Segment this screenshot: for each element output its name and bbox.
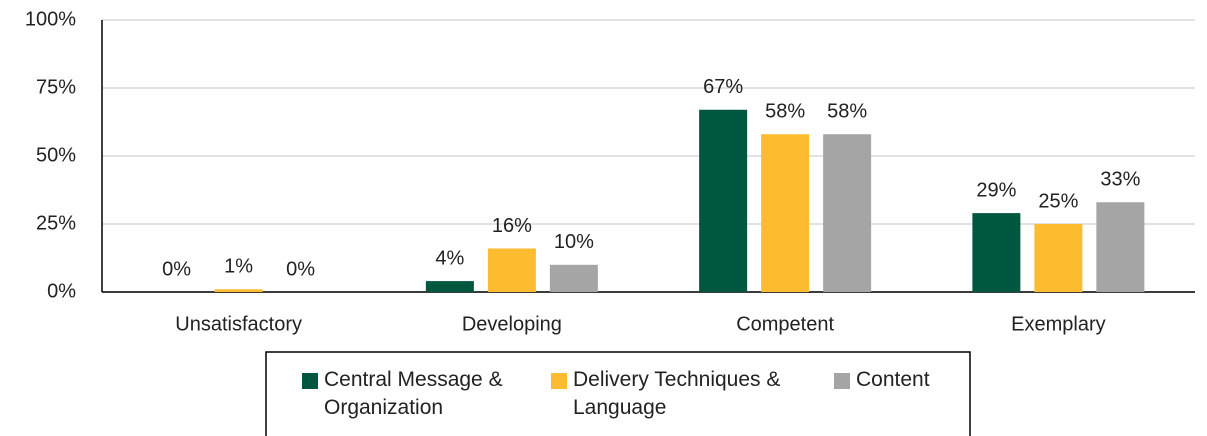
- bar: [1034, 224, 1083, 292]
- y-tick-label: 25%: [36, 212, 76, 234]
- legend-box: [265, 351, 971, 436]
- data-label: 0%: [286, 258, 315, 280]
- data-label: 16%: [492, 215, 532, 237]
- bar: [972, 213, 1021, 292]
- bar: [487, 248, 536, 292]
- data-label: 33%: [1100, 169, 1140, 191]
- legend-swatch: [551, 373, 567, 389]
- bar: [823, 134, 872, 292]
- data-label: 58%: [827, 101, 867, 123]
- data-label: 25%: [1038, 190, 1078, 212]
- x-tick-label: Competent: [736, 313, 834, 335]
- y-tick-label: 100%: [25, 8, 76, 30]
- data-label: 29%: [976, 179, 1016, 201]
- bar: [761, 134, 810, 292]
- data-label: 0%: [162, 258, 191, 280]
- legend-entry: Central Message & Organization: [324, 368, 503, 419]
- bar: [214, 289, 263, 292]
- x-tick-label: Developing: [462, 313, 562, 335]
- legend-entry: Delivery Techniques & Language: [573, 368, 781, 419]
- y-tick-label: 50%: [36, 144, 76, 166]
- bar: [425, 281, 474, 292]
- data-label: 10%: [554, 231, 594, 253]
- legend-swatch: [834, 373, 850, 389]
- bar: [549, 264, 598, 292]
- data-label: 4%: [435, 247, 464, 269]
- legend-label: Delivery Techniques & Language: [573, 368, 781, 419]
- data-label: 58%: [765, 101, 805, 123]
- legend-label: Content: [856, 368, 930, 391]
- y-tick-label: 0%: [47, 280, 76, 302]
- legend-label: Central Message & Organization: [324, 368, 503, 419]
- bar: [699, 109, 748, 292]
- legend-entry: Content: [856, 368, 930, 391]
- x-tick-label: Unsatisfactory: [175, 313, 302, 335]
- y-tick-label: 75%: [36, 76, 76, 98]
- legend-swatch: [302, 373, 318, 389]
- x-tick-label: Exemplary: [1011, 313, 1105, 335]
- data-label: 67%: [703, 76, 743, 98]
- bar: [1096, 202, 1145, 292]
- data-label: 1%: [224, 256, 253, 278]
